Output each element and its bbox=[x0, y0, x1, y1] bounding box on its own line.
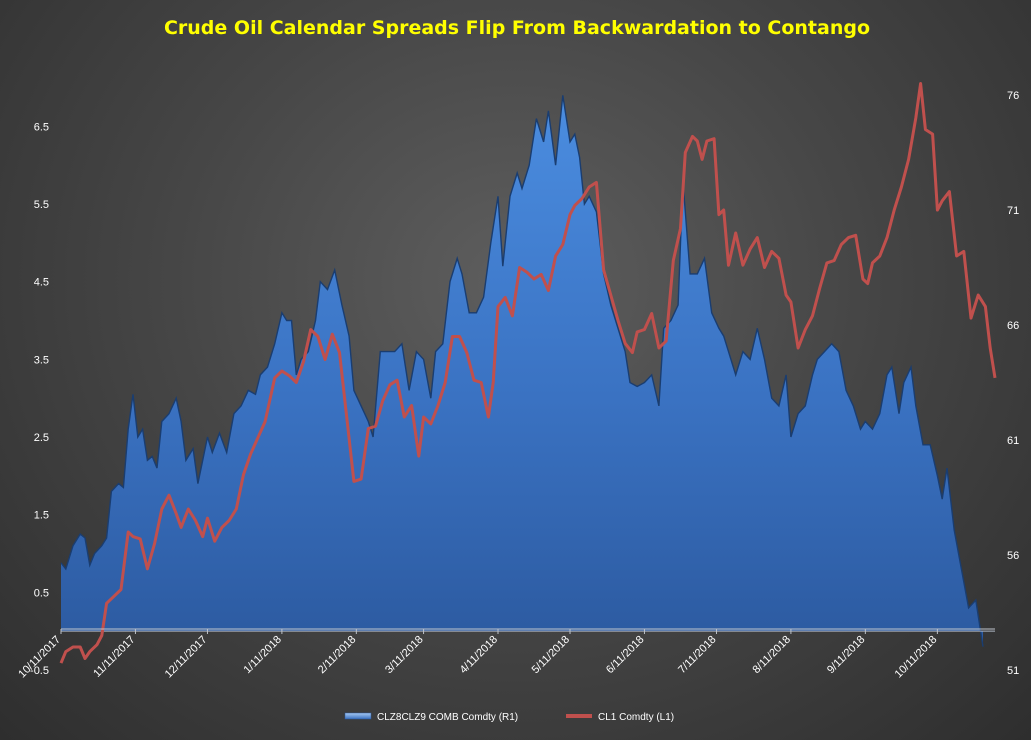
x-tick-label-12: 10/11/2018 bbox=[893, 634, 940, 681]
right-tick-label-5: 76 bbox=[1007, 90, 1019, 102]
right-axis: 51 56 61 66 71 76 bbox=[1007, 90, 1019, 677]
legend-label-spread: CLZ8CLZ9 COMB Comdty (R1) bbox=[377, 712, 518, 723]
right-tick-label-1: 56 bbox=[1007, 550, 1019, 562]
price-line-series bbox=[59, 82, 997, 664]
left-tick-label-4: 3.5 bbox=[34, 354, 49, 366]
legend-swatch-spread bbox=[344, 712, 372, 720]
right-tick-label-2: 61 bbox=[1007, 435, 1019, 447]
chart-title: Crude Oil Calendar Spreads Flip From Bac… bbox=[164, 17, 870, 39]
left-tick-label-6: 5.5 bbox=[34, 199, 49, 211]
x-tick-label-4: 2/11/2018 bbox=[316, 634, 359, 677]
x-tick-label-2: 12/11/2017 bbox=[163, 634, 210, 681]
right-tick-label-0: 51 bbox=[1007, 665, 1019, 677]
x-tick-label-7: 5/11/2018 bbox=[530, 634, 573, 677]
x-tick-label-11: 9/11/2018 bbox=[825, 634, 868, 677]
left-axis: -0.5 0.5 1.5 2.5 3.5 4.5 5.5 6.5 bbox=[30, 121, 49, 677]
right-tick-label-3: 66 bbox=[1007, 320, 1019, 332]
x-tick-label-9: 7/11/2018 bbox=[676, 634, 719, 677]
left-tick-label-2: 1.5 bbox=[34, 510, 49, 522]
left-tick-label-3: 2.5 bbox=[34, 432, 49, 444]
left-tick-label-0: -0.5 bbox=[30, 665, 49, 677]
x-tick-label-5: 3/11/2018 bbox=[383, 634, 426, 677]
spread-area-edge bbox=[60, 95, 984, 647]
x-axis: 10/11/2017 11/11/2017 12/11/2017 1/11/2018 2… bbox=[16, 628, 995, 681]
x-tick-label-8: 6/11/2018 bbox=[604, 634, 647, 677]
x-tick-label-3: 1/11/2018 bbox=[242, 634, 285, 677]
spread-area-series bbox=[61, 95, 983, 647]
right-tick-label-4: 71 bbox=[1007, 205, 1019, 217]
left-tick-label-1: 0.5 bbox=[34, 587, 49, 599]
left-tick-label-5: 4.5 bbox=[34, 277, 49, 289]
plot-area bbox=[59, 82, 997, 664]
x-tick-label-6: 4/11/2018 bbox=[458, 634, 501, 677]
legend-label-price: CL1 Comdty (L1) bbox=[598, 712, 674, 723]
legend: CLZ8CLZ9 COMB Comdty (R1) CL1 Comdty (L1… bbox=[344, 712, 674, 723]
left-tick-label-7: 6.5 bbox=[34, 121, 49, 133]
x-tick-label-10: 8/11/2018 bbox=[751, 634, 794, 677]
